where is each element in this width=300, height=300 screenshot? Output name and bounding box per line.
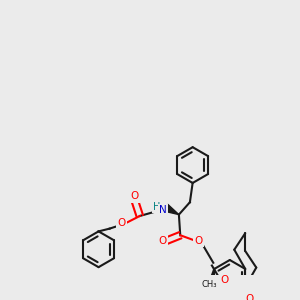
Text: O: O: [195, 236, 203, 246]
Text: N: N: [159, 205, 167, 215]
Text: O: O: [118, 218, 126, 228]
Text: CH₃: CH₃: [201, 280, 217, 289]
Polygon shape: [164, 204, 179, 214]
Text: H: H: [153, 202, 160, 212]
Text: O: O: [131, 191, 139, 201]
Text: O: O: [158, 236, 167, 246]
Text: O: O: [220, 274, 228, 284]
Text: O: O: [245, 294, 253, 300]
